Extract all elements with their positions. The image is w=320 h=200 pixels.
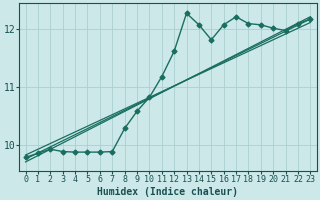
X-axis label: Humidex (Indice chaleur): Humidex (Indice chaleur) bbox=[98, 186, 238, 197]
